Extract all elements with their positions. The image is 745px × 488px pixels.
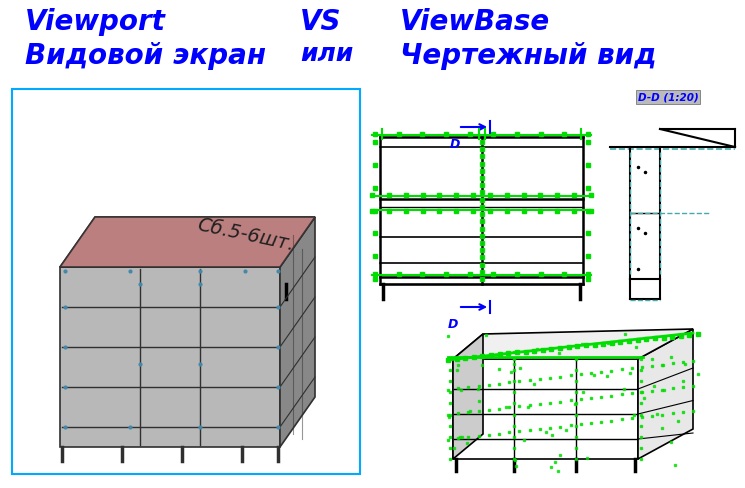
Text: D: D — [448, 317, 458, 330]
Polygon shape — [60, 218, 315, 267]
Text: D: D — [450, 138, 460, 151]
Polygon shape — [60, 267, 280, 447]
Text: D-D (1:20): D-D (1:20) — [638, 93, 699, 103]
Bar — [12, 90, 360, 474]
Text: или: или — [300, 42, 353, 66]
Polygon shape — [453, 359, 638, 459]
Text: VS: VS — [300, 8, 341, 36]
Text: Viewport: Viewport — [25, 8, 166, 36]
Polygon shape — [453, 334, 483, 459]
Polygon shape — [638, 329, 693, 459]
Polygon shape — [453, 329, 693, 359]
Text: ViewBase: ViewBase — [400, 8, 551, 36]
Polygon shape — [280, 218, 315, 447]
Text: Чертежный вид: Чертежный вид — [400, 42, 656, 70]
Text: Сб.5-6шт.: Сб.5-6шт. — [195, 215, 296, 254]
Text: Видовой экран: Видовой экран — [25, 42, 266, 70]
Polygon shape — [60, 218, 315, 267]
